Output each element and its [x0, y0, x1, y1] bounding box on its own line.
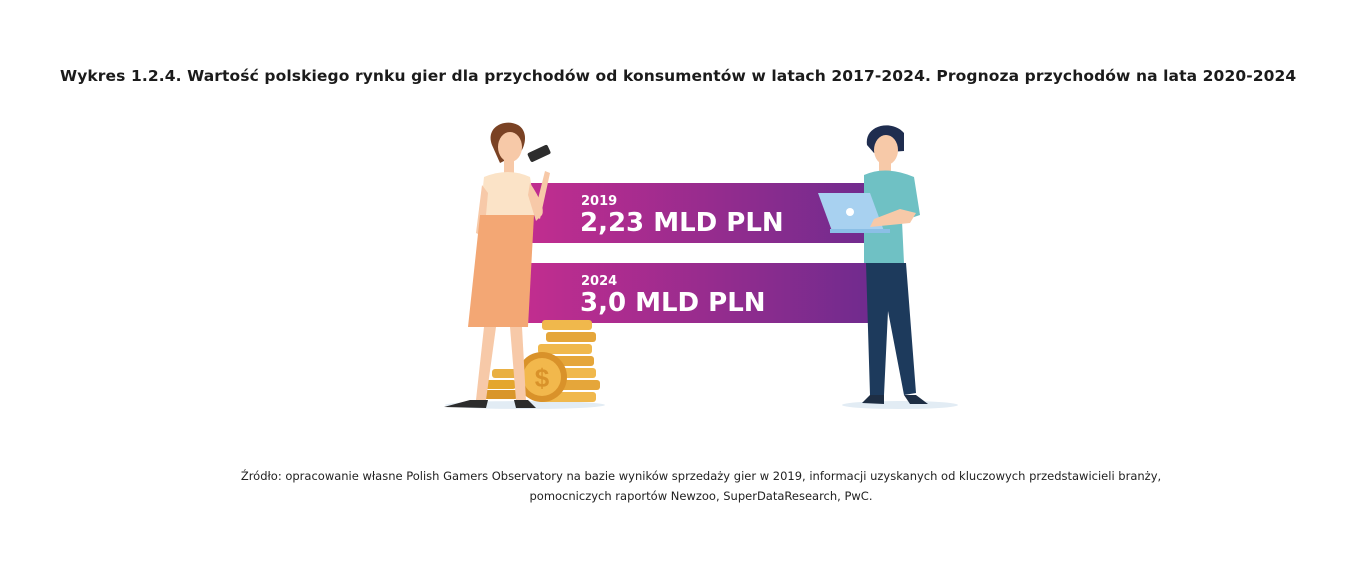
- source-line-2: pomocniczych raportów Newzoo, SuperDataR…: [529, 489, 873, 503]
- man-with-laptop-icon: [818, 125, 928, 404]
- svg-text:$: $: [535, 363, 550, 393]
- bar-year-label-2019: 2019: [581, 194, 617, 209]
- source-note: Źródło: opracowanie własne Polish Gamers…: [0, 466, 1366, 506]
- floor-shadow-right: [842, 401, 958, 409]
- bar-value-label-2019: 2,23 MLD PLN: [580, 208, 784, 238]
- chart-title: Wykres 1.2.4. Wartość polskiego rynku gi…: [60, 67, 1297, 85]
- dollar-coin-icon: $: [517, 352, 567, 402]
- source-line-1: Źródło: opracowanie własne Polish Gamers…: [240, 469, 1162, 483]
- bar-2024: [525, 263, 880, 323]
- bar-year-label-2024: 2024: [581, 274, 617, 289]
- woman-with-phone-icon: [444, 122, 551, 408]
- bar-value-label-2024: 3,0 MLD PLN: [580, 288, 766, 318]
